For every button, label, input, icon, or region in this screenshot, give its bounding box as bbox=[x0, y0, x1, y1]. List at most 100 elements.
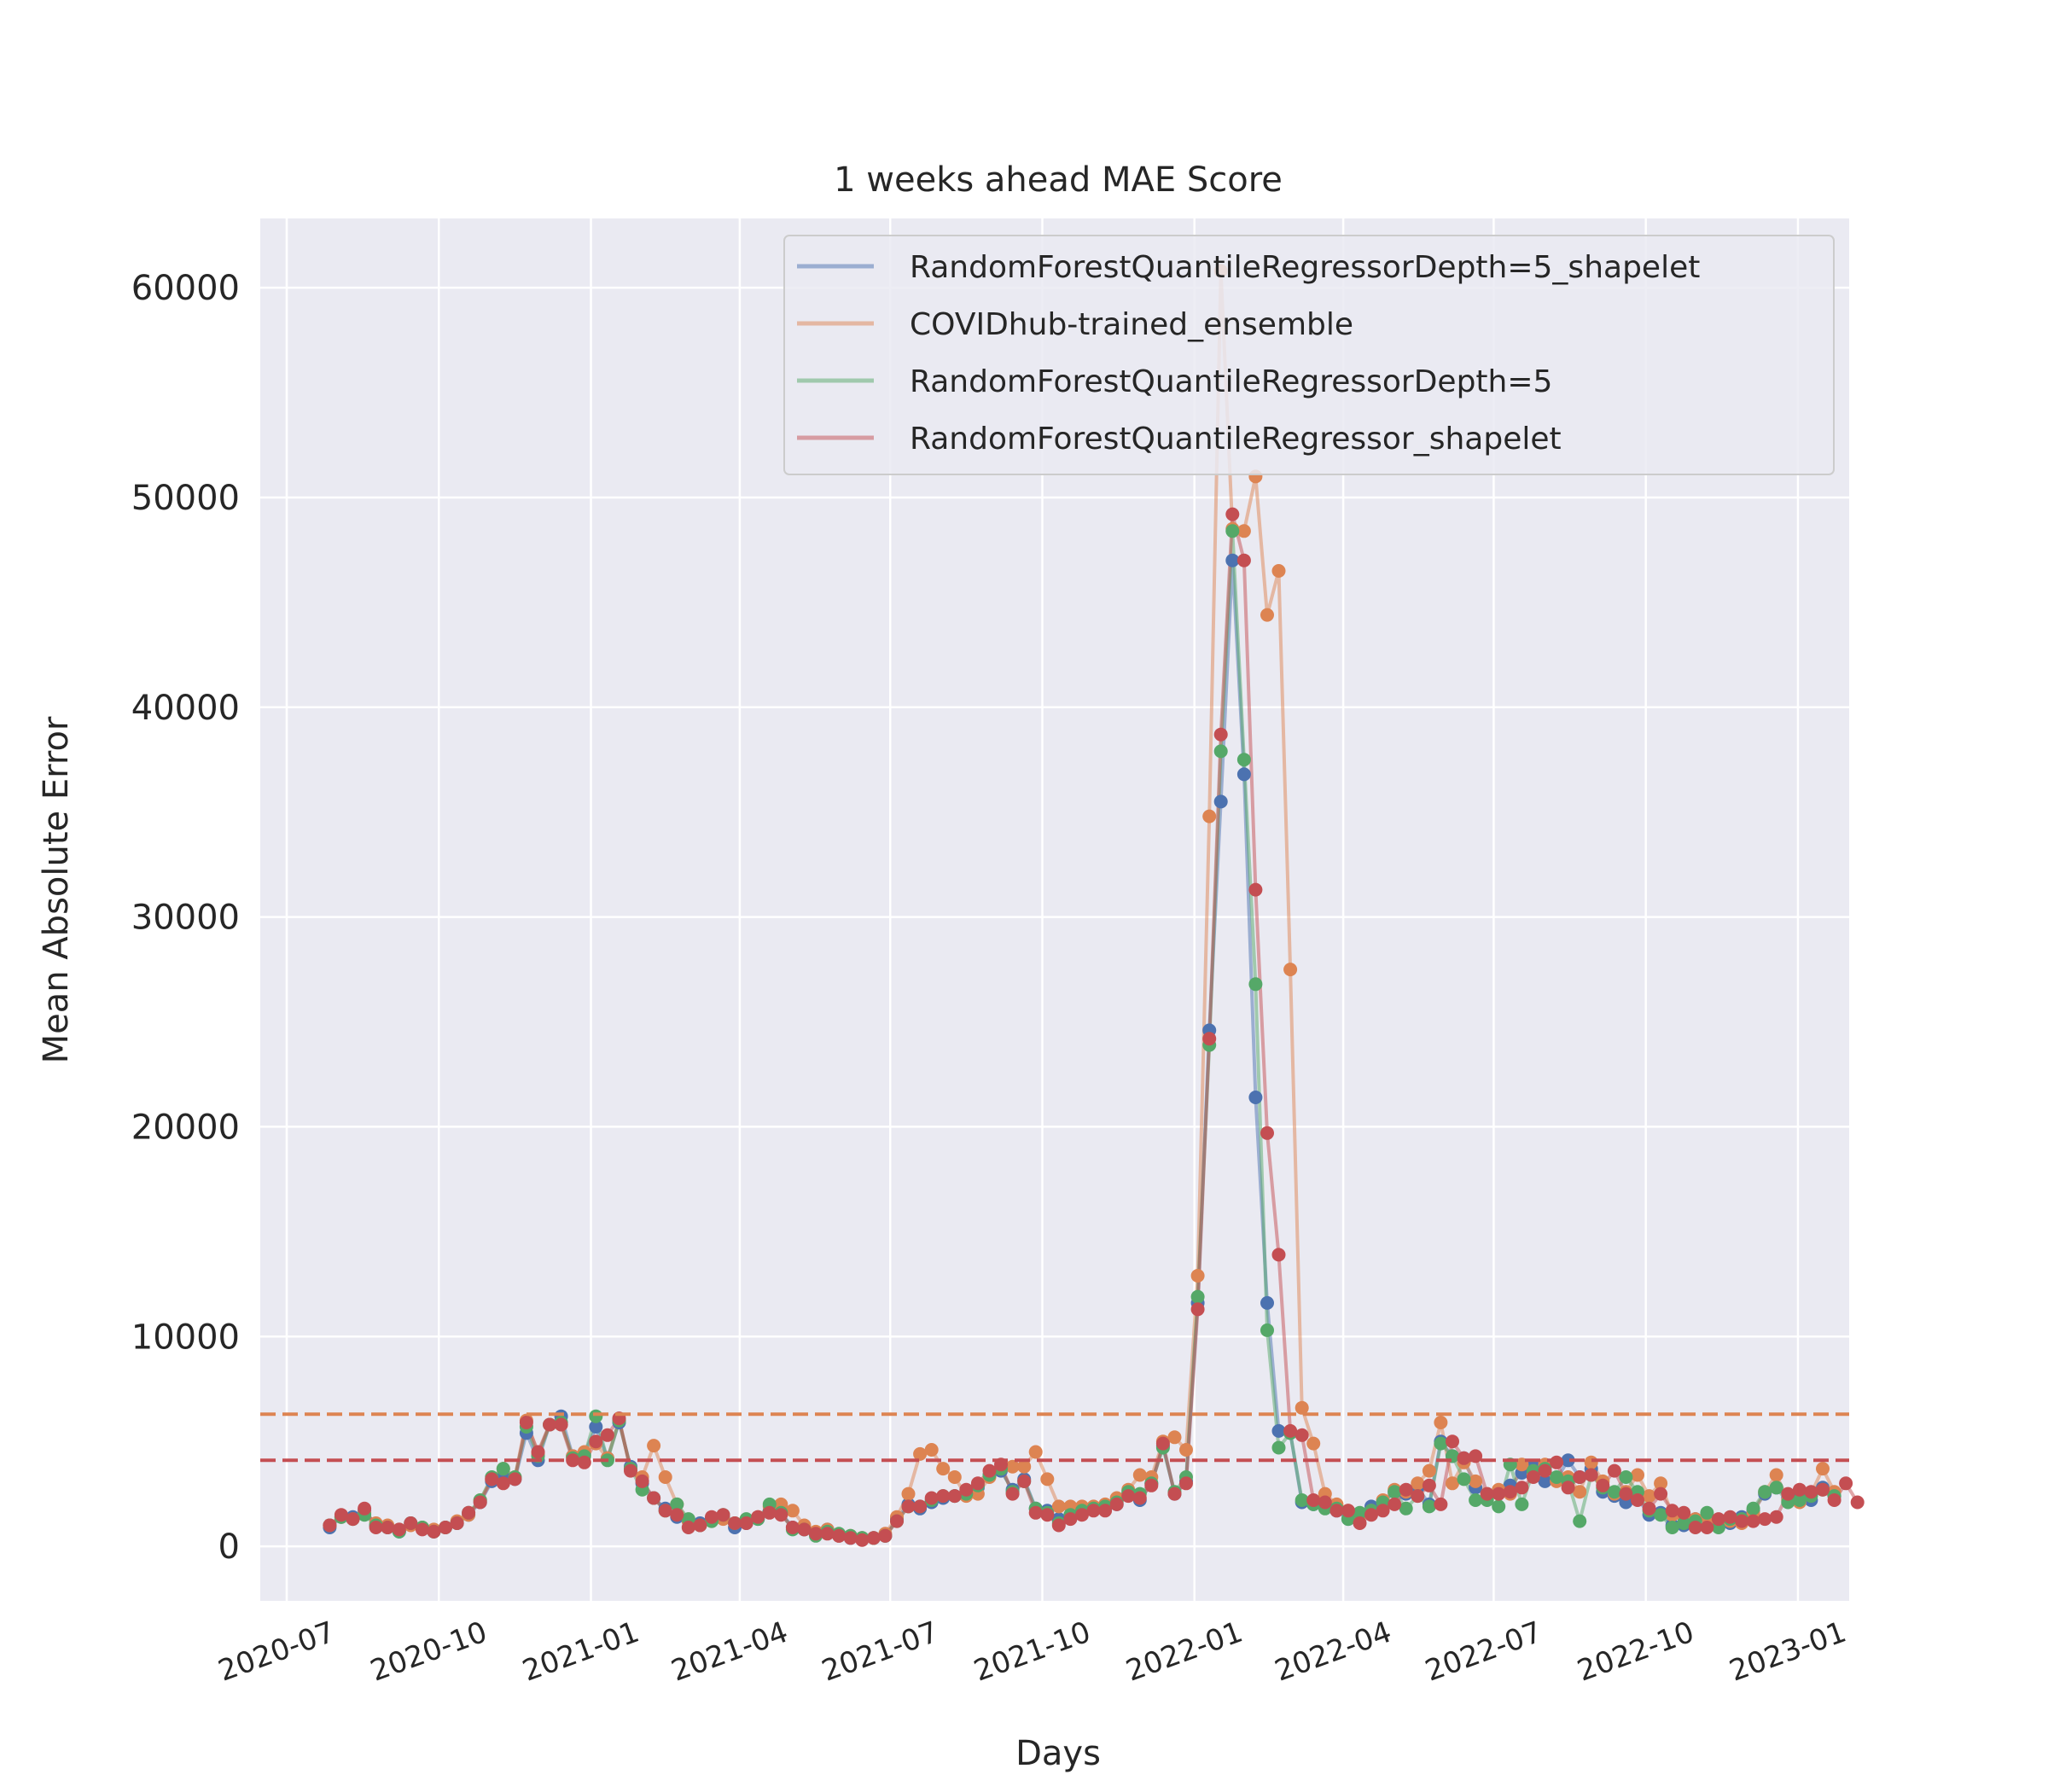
data-point bbox=[681, 1521, 695, 1534]
data-point bbox=[1017, 1474, 1032, 1488]
data-point bbox=[1607, 1463, 1621, 1478]
data-point bbox=[936, 1489, 951, 1504]
data-point bbox=[1827, 1493, 1841, 1507]
data-point bbox=[577, 1455, 591, 1469]
data-point bbox=[589, 1420, 603, 1434]
data-point bbox=[1584, 1468, 1598, 1482]
data-point bbox=[670, 1497, 684, 1511]
data-point bbox=[1132, 1491, 1147, 1505]
data-point bbox=[1271, 1423, 1286, 1438]
data-point bbox=[1607, 1485, 1621, 1499]
y-tick-label: 60000 bbox=[131, 269, 240, 308]
data-point bbox=[913, 1499, 928, 1514]
data-point bbox=[878, 1528, 893, 1543]
data-point bbox=[1283, 1423, 1298, 1438]
data-point bbox=[1758, 1512, 1772, 1527]
data-point bbox=[1167, 1430, 1182, 1445]
x-axis-label: Days bbox=[1015, 1734, 1101, 1773]
data-point bbox=[1422, 1463, 1436, 1478]
data-point bbox=[485, 1472, 499, 1487]
data-point bbox=[1017, 1459, 1032, 1474]
data-point bbox=[1225, 507, 1240, 521]
data-point bbox=[496, 1462, 510, 1476]
data-point bbox=[1492, 1487, 1506, 1501]
data-point bbox=[1051, 1518, 1066, 1533]
data-point bbox=[1353, 1516, 1367, 1530]
data-point bbox=[1631, 1468, 1644, 1482]
data-point bbox=[1573, 1514, 1587, 1528]
data-point bbox=[1619, 1470, 1633, 1484]
data-point bbox=[774, 1508, 788, 1522]
data-point bbox=[1434, 1436, 1448, 1451]
data-point bbox=[1550, 1455, 1564, 1469]
data-point bbox=[1422, 1499, 1436, 1514]
legend: RandomForestQuantileRegressorDepth=5_sha… bbox=[783, 235, 1835, 475]
data-point bbox=[1769, 1510, 1783, 1524]
data-point bbox=[1388, 1497, 1402, 1511]
data-point bbox=[1469, 1474, 1483, 1488]
data-point bbox=[1236, 553, 1251, 567]
data-point bbox=[1005, 1487, 1020, 1501]
data-point bbox=[1295, 1428, 1309, 1442]
y-tick-label: 30000 bbox=[131, 899, 240, 938]
data-point bbox=[1179, 1443, 1193, 1457]
data-point bbox=[728, 1516, 742, 1530]
data-point bbox=[1063, 1512, 1078, 1527]
data-point bbox=[1236, 524, 1251, 538]
data-point bbox=[1075, 1508, 1089, 1522]
data-point bbox=[901, 1487, 916, 1501]
data-point bbox=[1573, 1470, 1587, 1484]
data-point bbox=[647, 1491, 661, 1505]
data-point bbox=[1735, 1514, 1749, 1528]
data-point bbox=[1526, 1470, 1540, 1484]
data-point bbox=[473, 1495, 487, 1510]
data-point bbox=[1155, 1436, 1170, 1451]
data-point bbox=[439, 1521, 452, 1534]
data-point bbox=[739, 1516, 753, 1530]
data-point bbox=[1260, 1126, 1274, 1140]
data-point bbox=[855, 1533, 870, 1547]
data-point bbox=[1236, 753, 1251, 767]
data-point bbox=[1109, 1497, 1124, 1511]
data-point bbox=[1758, 1485, 1772, 1499]
data-point bbox=[762, 1505, 777, 1520]
data-point bbox=[1248, 1091, 1263, 1104]
data-point bbox=[1318, 1495, 1332, 1510]
y-tick-label: 0 bbox=[218, 1527, 240, 1567]
data-point bbox=[1769, 1481, 1783, 1495]
data-point bbox=[866, 1531, 881, 1545]
data-point bbox=[1503, 1485, 1517, 1499]
data-point bbox=[589, 1409, 603, 1423]
data-point bbox=[647, 1439, 661, 1453]
data-point bbox=[1642, 1489, 1656, 1504]
data-point bbox=[1480, 1487, 1494, 1501]
data-point bbox=[1434, 1416, 1448, 1429]
data-point bbox=[658, 1470, 672, 1484]
data-point bbox=[1225, 553, 1240, 567]
data-point bbox=[508, 1472, 522, 1487]
data-point bbox=[1631, 1493, 1644, 1507]
data-point bbox=[1688, 1521, 1702, 1534]
data-point bbox=[1711, 1512, 1725, 1527]
legend-entry: RandomForestQuantileRegressor_shapelet bbox=[910, 422, 1562, 457]
data-point bbox=[947, 1489, 962, 1504]
data-point bbox=[1654, 1508, 1668, 1522]
data-point bbox=[1769, 1468, 1783, 1482]
data-point bbox=[1654, 1487, 1668, 1501]
data-point bbox=[1654, 1476, 1668, 1491]
data-point bbox=[1028, 1505, 1043, 1520]
data-point bbox=[924, 1491, 939, 1505]
data-point bbox=[1723, 1510, 1737, 1524]
data-point bbox=[670, 1508, 684, 1522]
data-point bbox=[392, 1522, 406, 1537]
data-point bbox=[1295, 1493, 1309, 1507]
data-point bbox=[1005, 1459, 1020, 1474]
data-point bbox=[1353, 1505, 1367, 1520]
data-point bbox=[358, 1501, 372, 1516]
data-point bbox=[1388, 1485, 1402, 1499]
data-point bbox=[959, 1482, 974, 1497]
data-point bbox=[1399, 1501, 1413, 1516]
data-point bbox=[1746, 1501, 1760, 1516]
data-point bbox=[1271, 1248, 1286, 1262]
data-point bbox=[843, 1531, 858, 1545]
